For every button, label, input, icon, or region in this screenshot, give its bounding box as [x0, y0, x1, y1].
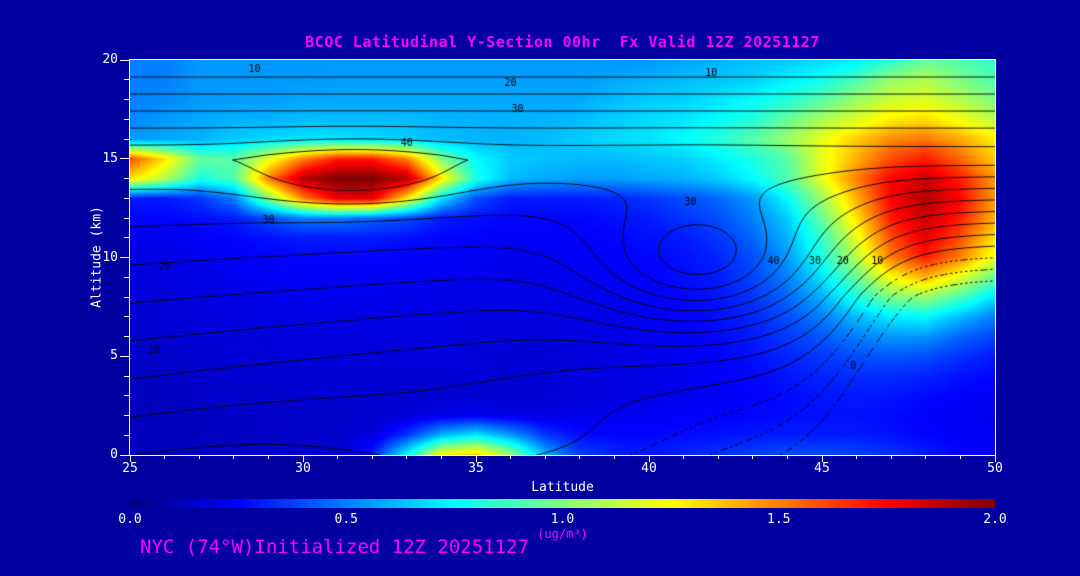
- x-axis-tick: [717, 456, 719, 459]
- y-axis-tick: [124, 79, 129, 81]
- x-axis-tick: [925, 456, 927, 459]
- x-axis-tick: [164, 456, 166, 459]
- x-axis-tick: [786, 456, 788, 459]
- x-axis-tick: [233, 456, 235, 459]
- y-axis-tick: [120, 454, 129, 456]
- x-axis-tick: [821, 456, 823, 462]
- x-axis-tick: [544, 456, 546, 459]
- y-axis-tick: [120, 355, 129, 357]
- plot-area: [129, 59, 996, 456]
- colorbar-tick-label: 2.0: [983, 512, 1007, 527]
- y-tick-label: 10: [102, 249, 118, 265]
- x-tick-label: 50: [987, 461, 1003, 476]
- y-axis-tick: [124, 99, 129, 100]
- chart-title: BCOC Latitudinal Y-Section 00hr Fx Valid…: [305, 33, 820, 51]
- x-axis-tick: [198, 456, 200, 459]
- y-axis-tick: [124, 316, 129, 318]
- x-axis-tick: [579, 456, 581, 459]
- colorbar-tick-label: 1.0: [550, 512, 575, 527]
- x-tick-label: 30: [295, 461, 311, 476]
- x-axis-tick: [475, 456, 477, 462]
- y-axis-tick: [124, 434, 129, 436]
- y-axis-tick: [124, 395, 129, 397]
- y-axis-tick: [124, 276, 129, 278]
- x-axis-tick: [856, 456, 858, 459]
- colorbar-tick-label: 0.5: [334, 512, 358, 527]
- x-axis-tick: [440, 456, 442, 459]
- x-axis-tick: [267, 456, 269, 459]
- y-axis-tick: [124, 415, 129, 416]
- x-axis-tick: [510, 456, 512, 459]
- y-axis-tick: [124, 118, 129, 120]
- y-tick-label: 5: [110, 348, 118, 364]
- x-axis-tick: [752, 456, 754, 459]
- y-tick-label: 20: [102, 52, 118, 67]
- y-axis-tick: [124, 375, 129, 377]
- y-axis-tick: [124, 197, 129, 199]
- run-info-annotation: NYC (74°W)Initialized 12Z 20251127: [140, 536, 529, 558]
- colorbar-units: (ug/m³): [537, 527, 588, 541]
- x-axis-tick: [371, 456, 373, 459]
- y-tick-label: 15: [102, 150, 118, 166]
- y-axis-tick: [124, 178, 129, 179]
- y-axis-tick: [120, 158, 129, 160]
- y-axis-tick: [124, 217, 129, 219]
- x-axis-tick: [337, 456, 339, 459]
- y-axis-tick: [124, 237, 129, 239]
- y-axis-tick: [124, 336, 129, 337]
- x-axis-tick: [994, 456, 996, 462]
- y-axis-tick: [124, 138, 129, 140]
- contour-heatmap-canvas: [130, 60, 995, 455]
- x-axis-tick: [683, 456, 685, 459]
- x-axis-tick: [302, 456, 304, 462]
- y-axis-tick: [120, 59, 129, 61]
- x-axis-tick: [959, 456, 961, 459]
- y-tick-label: 0: [110, 447, 118, 462]
- x-axis-tick: [890, 456, 892, 459]
- colorbar: [130, 499, 995, 508]
- colorbar-tick-label: 1.5: [767, 512, 791, 527]
- x-tick-label: 40: [641, 461, 657, 476]
- x-tick-label: 25: [122, 461, 138, 476]
- x-tick-label: 35: [468, 461, 484, 476]
- x-axis-tick: [613, 456, 615, 459]
- x-axis-tick: [129, 456, 131, 462]
- y-axis-tick: [124, 296, 129, 298]
- x-axis-tick: [406, 456, 408, 459]
- x-axis-tick: [648, 456, 650, 462]
- x-tick-label: 45: [814, 461, 830, 476]
- colorbar-tick-label: 0.0: [118, 512, 142, 527]
- y-axis-tick: [120, 257, 129, 258]
- x-axis-title: Latitude: [531, 480, 594, 495]
